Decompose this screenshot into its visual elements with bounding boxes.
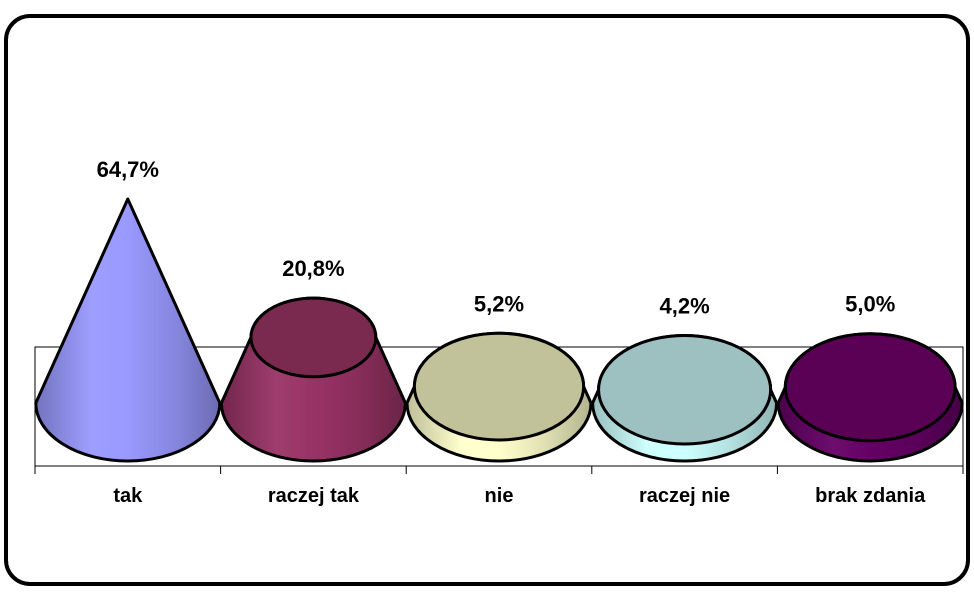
cone-side xyxy=(34,197,222,463)
data-label: 20,8% xyxy=(282,256,344,281)
category-label: brak zdania xyxy=(815,485,926,507)
category-label: raczej tak xyxy=(268,485,360,507)
data-label: 5,2% xyxy=(474,291,524,316)
cone-tak xyxy=(34,197,222,463)
cone-top-face xyxy=(783,332,957,443)
cone-brak-zdania xyxy=(776,332,964,463)
cone-top-face xyxy=(412,331,586,442)
cone-nie xyxy=(405,331,593,463)
category-label: nie xyxy=(485,485,514,507)
category-label: tak xyxy=(113,485,143,507)
series-cones xyxy=(34,197,964,463)
data-label: 4,2% xyxy=(660,294,710,319)
cone-top-face xyxy=(249,296,378,379)
cone-top-face xyxy=(597,334,773,446)
category-tick-labels: tak raczej tak nie raczej nie brak zdania xyxy=(34,466,964,507)
data-labels: 64,7% 20,8% 5,2% 4,2% 5,0% xyxy=(97,157,896,319)
cone-raczej-nie xyxy=(591,334,779,463)
data-label: 5,0% xyxy=(845,292,895,317)
category-label: raczej nie xyxy=(639,485,730,507)
data-label: 64,7% xyxy=(97,157,159,182)
cone-raczej-tak xyxy=(219,296,407,463)
